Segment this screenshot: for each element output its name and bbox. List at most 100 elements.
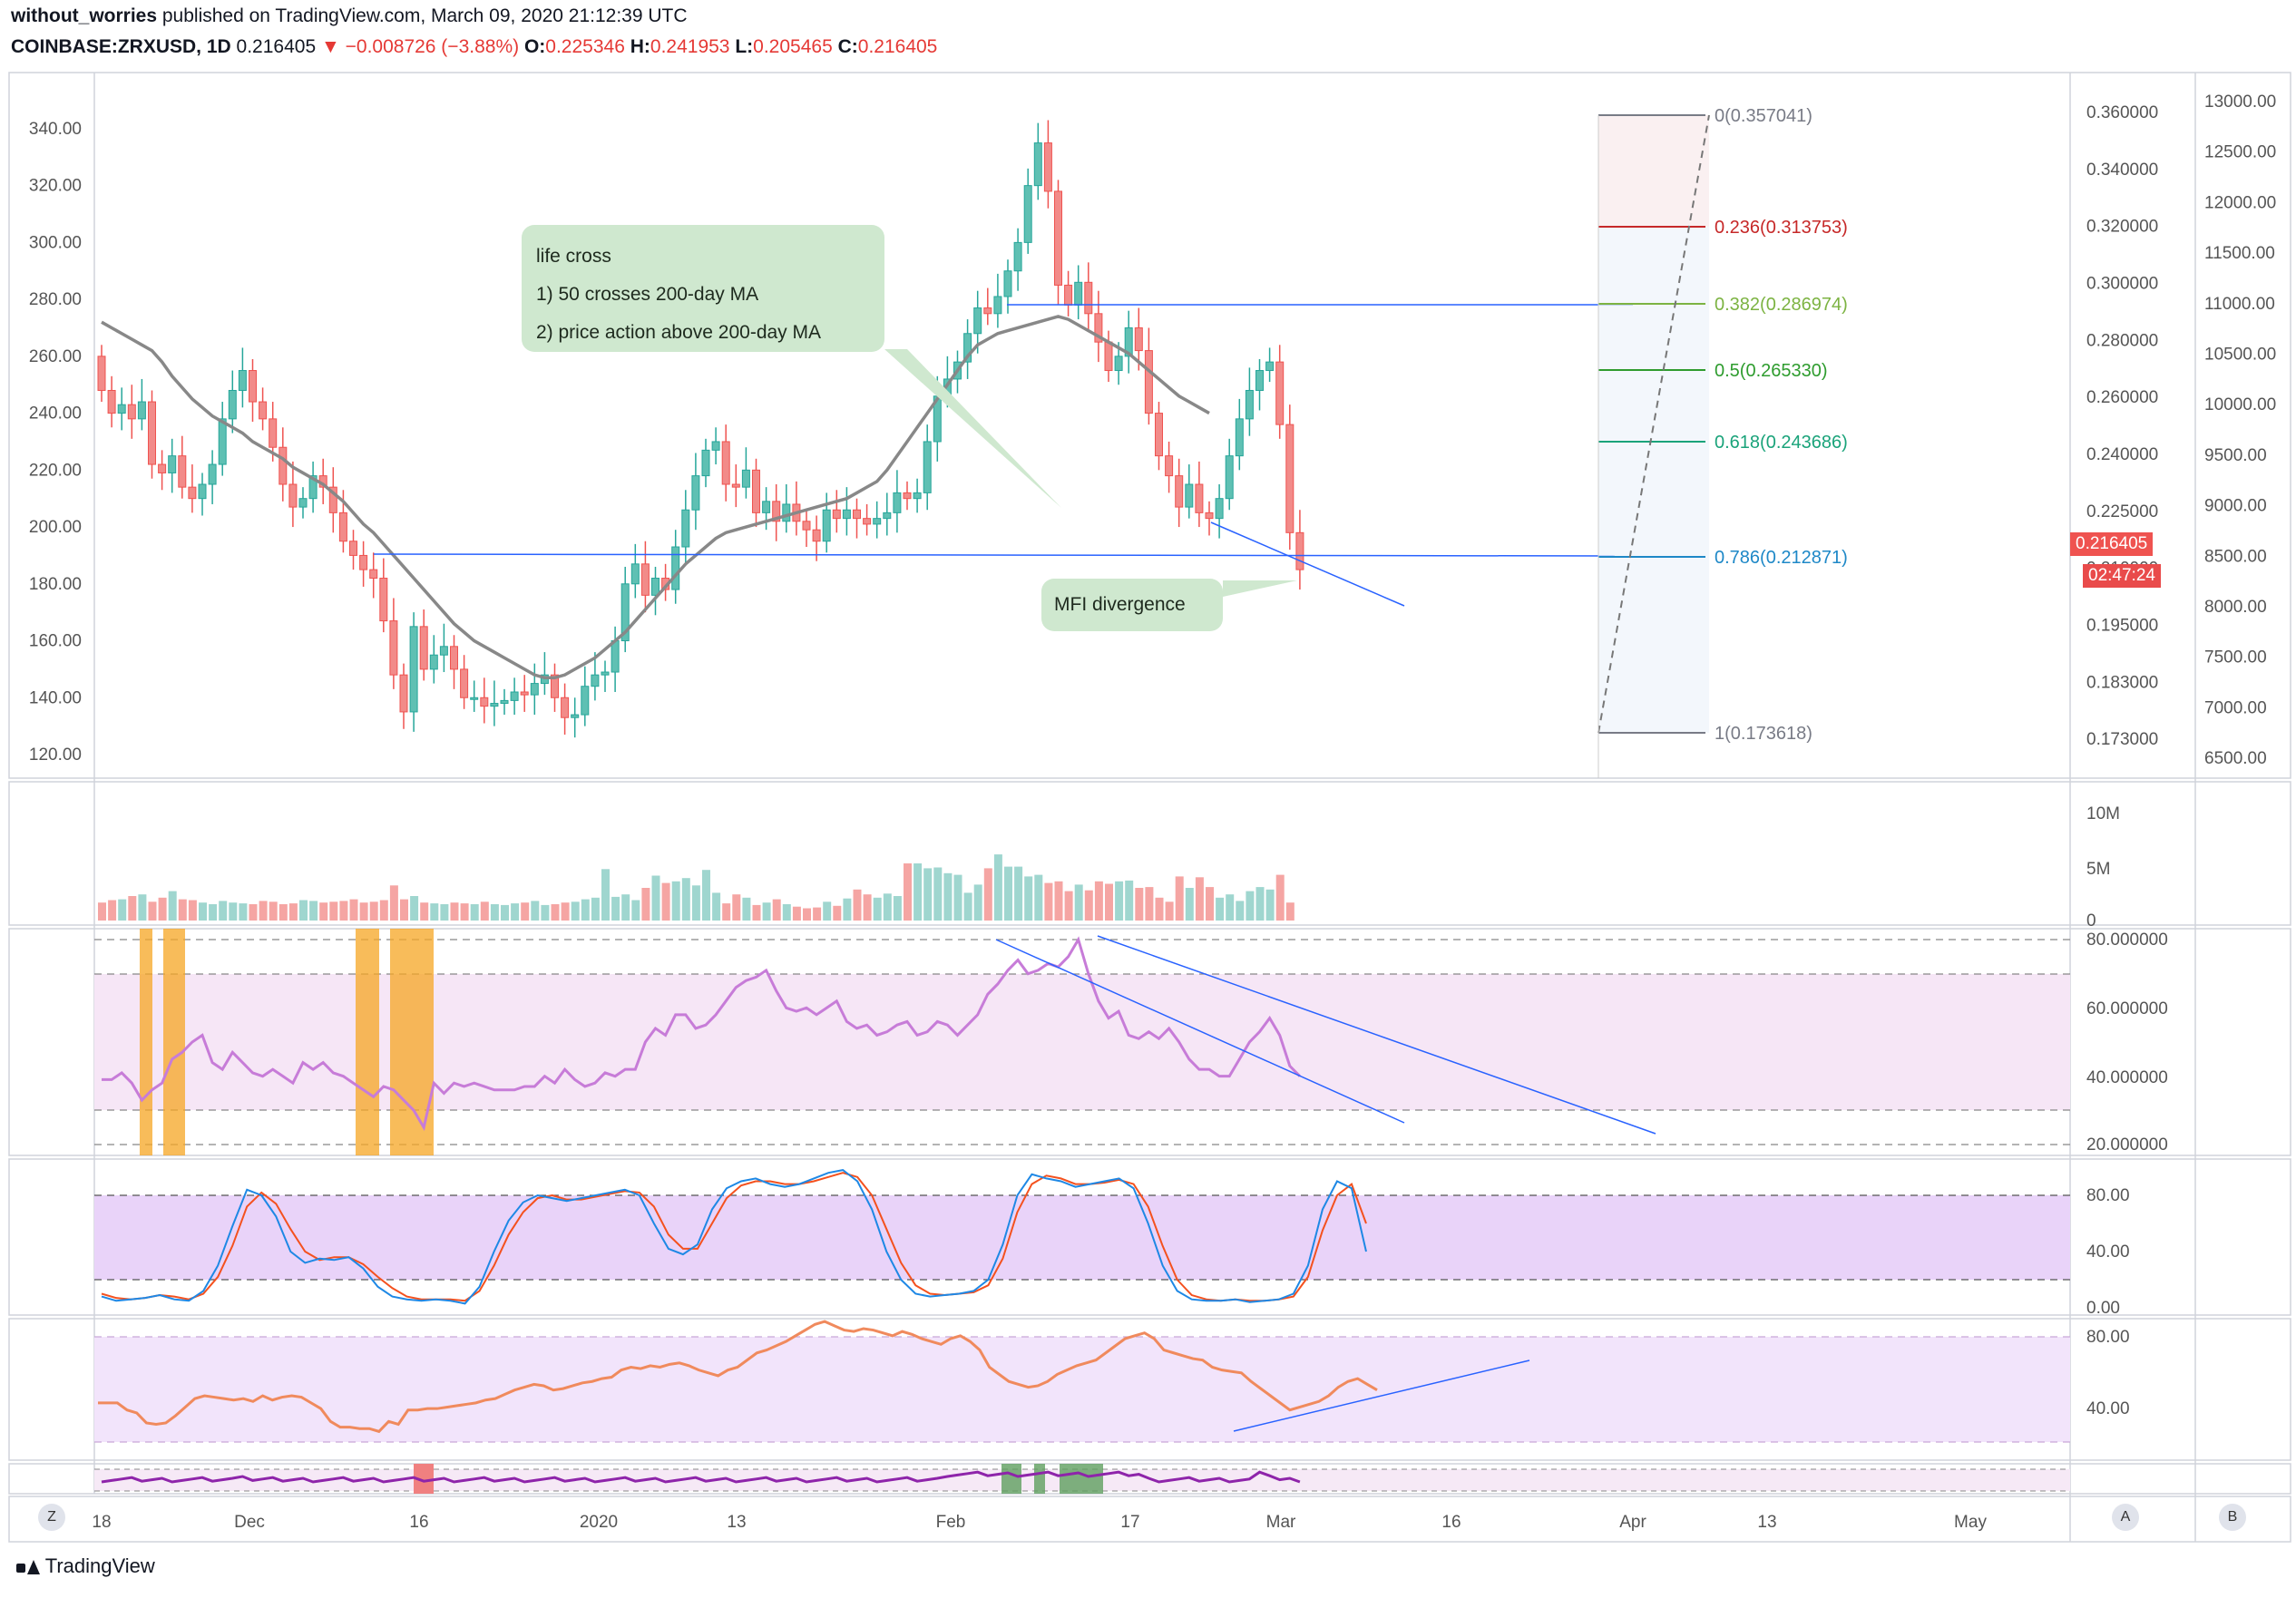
price-tick-label: 0.173000 xyxy=(2086,730,2158,749)
volume-bar xyxy=(792,906,801,921)
volume-bar xyxy=(1285,902,1295,921)
volume-bar xyxy=(1105,883,1113,921)
rsi-line xyxy=(102,936,1301,1132)
candle-body xyxy=(379,578,388,622)
candle-body xyxy=(137,401,146,420)
rsi-tick-label: 40.000000 xyxy=(2086,1068,2168,1087)
candle-body xyxy=(571,714,580,718)
volume-tick-label: 10M xyxy=(2086,804,2120,823)
candle-body xyxy=(168,455,177,473)
candle-body xyxy=(530,683,539,696)
symbol-label[interactable]: COINBASE:ZRXUSD, 1D xyxy=(11,36,231,57)
volume-bar xyxy=(319,902,328,921)
time-tick-label: 2020 xyxy=(580,1513,618,1532)
secondary-tick-label: 9500.00 xyxy=(2204,446,2267,465)
candle-body xyxy=(399,674,408,713)
left-tick-label: 160.00 xyxy=(29,632,82,651)
time-tick-label: 17 xyxy=(1120,1513,1139,1532)
left-tick-label: 280.00 xyxy=(29,290,82,309)
volume-bar xyxy=(611,896,620,921)
candle-body xyxy=(611,640,620,673)
candle-body xyxy=(711,441,720,451)
volume-bar xyxy=(108,900,117,921)
volume-bar xyxy=(269,901,278,921)
candle-body xyxy=(1265,361,1275,372)
candle-body xyxy=(640,563,650,596)
candle-body xyxy=(328,486,337,513)
volume-bar xyxy=(199,902,207,921)
stoch-tick-label: 0.00 xyxy=(2086,1299,2120,1318)
volume-bar xyxy=(1185,888,1194,921)
volume-bar xyxy=(933,867,943,921)
candle-body xyxy=(651,578,659,596)
candle-body xyxy=(752,469,760,513)
volume-bar xyxy=(309,901,318,921)
price-tick-label: 0.240000 xyxy=(2086,445,2158,464)
candle-body xyxy=(198,483,207,500)
volume-bar xyxy=(229,902,238,921)
candle-body xyxy=(671,546,680,590)
volume-bar xyxy=(239,903,248,921)
candle-body xyxy=(349,541,357,556)
mini-highlight xyxy=(1034,1464,1045,1494)
auto-scale-button[interactable]: A xyxy=(2112,1504,2139,1531)
life-cross-note[interactable]: life cross 1) 50 crosses 200-day MA 2) p… xyxy=(522,225,884,352)
left-tick-label: 340.00 xyxy=(29,120,82,139)
candle-body xyxy=(630,563,640,585)
b-button[interactable]: B xyxy=(2219,1504,2246,1531)
volume-bar xyxy=(1246,891,1255,921)
volume-bar xyxy=(511,903,520,921)
volume-bar xyxy=(259,901,268,921)
candle-body xyxy=(1205,512,1214,520)
volume-bar xyxy=(681,878,690,921)
volume-bar xyxy=(460,903,469,921)
candle-body xyxy=(601,671,610,676)
volume-bar xyxy=(1044,882,1053,921)
candle-body xyxy=(1155,413,1163,457)
fib-level-label: 0.5(0.265330) xyxy=(1715,361,1828,381)
volume-bar xyxy=(138,894,147,921)
secondary-tick-label: 8500.00 xyxy=(2204,547,2267,566)
candle-body xyxy=(873,518,882,525)
volume-bar xyxy=(219,901,228,921)
volume-bar xyxy=(823,901,832,921)
volume-bar xyxy=(1216,897,1225,921)
candle-body xyxy=(500,699,509,705)
mfi-divergence-note[interactable]: MFI divergence xyxy=(1041,579,1223,631)
fib-band xyxy=(1598,115,1709,227)
zoom-button[interactable]: Z xyxy=(38,1504,65,1531)
stoch-band xyxy=(94,1195,2070,1280)
rsi-tick-label: 20.000000 xyxy=(2086,1135,2168,1155)
author-name[interactable]: without_worries xyxy=(11,5,158,26)
candle-body xyxy=(1195,483,1204,513)
volume-bar xyxy=(722,903,731,921)
candle-body xyxy=(591,674,600,687)
candle-body xyxy=(1235,418,1244,457)
candle-body xyxy=(1013,241,1022,272)
volume-bar xyxy=(1175,876,1184,921)
candle-body xyxy=(1134,326,1143,352)
volume-bar xyxy=(1226,894,1235,921)
tradingview-footer[interactable]: TradingView xyxy=(16,1554,155,1578)
candle-body xyxy=(913,492,922,500)
rsi-tick-label: 60.000000 xyxy=(2086,999,2168,1018)
volume-bar xyxy=(772,899,781,921)
candle-body xyxy=(158,463,167,473)
candles-group xyxy=(97,120,1304,738)
countdown-badge: 02:47:24 xyxy=(2083,564,2161,588)
volume-bar xyxy=(480,901,489,921)
volume-bar xyxy=(621,894,630,921)
time-tick-label: Feb xyxy=(936,1513,966,1532)
volume-bar xyxy=(923,868,933,921)
pane-frame xyxy=(8,781,2291,926)
volume-bar xyxy=(1145,887,1154,921)
candle-body xyxy=(731,483,740,488)
fib-diagonal xyxy=(1597,114,1710,734)
candle-body xyxy=(249,370,257,403)
rsi-trend-line xyxy=(995,939,1405,1124)
volume-bar xyxy=(641,888,650,921)
pane-frame xyxy=(8,1158,2291,1316)
volume-bar xyxy=(400,899,408,921)
candle-body xyxy=(1064,284,1073,306)
volume-bar xyxy=(993,854,1002,921)
